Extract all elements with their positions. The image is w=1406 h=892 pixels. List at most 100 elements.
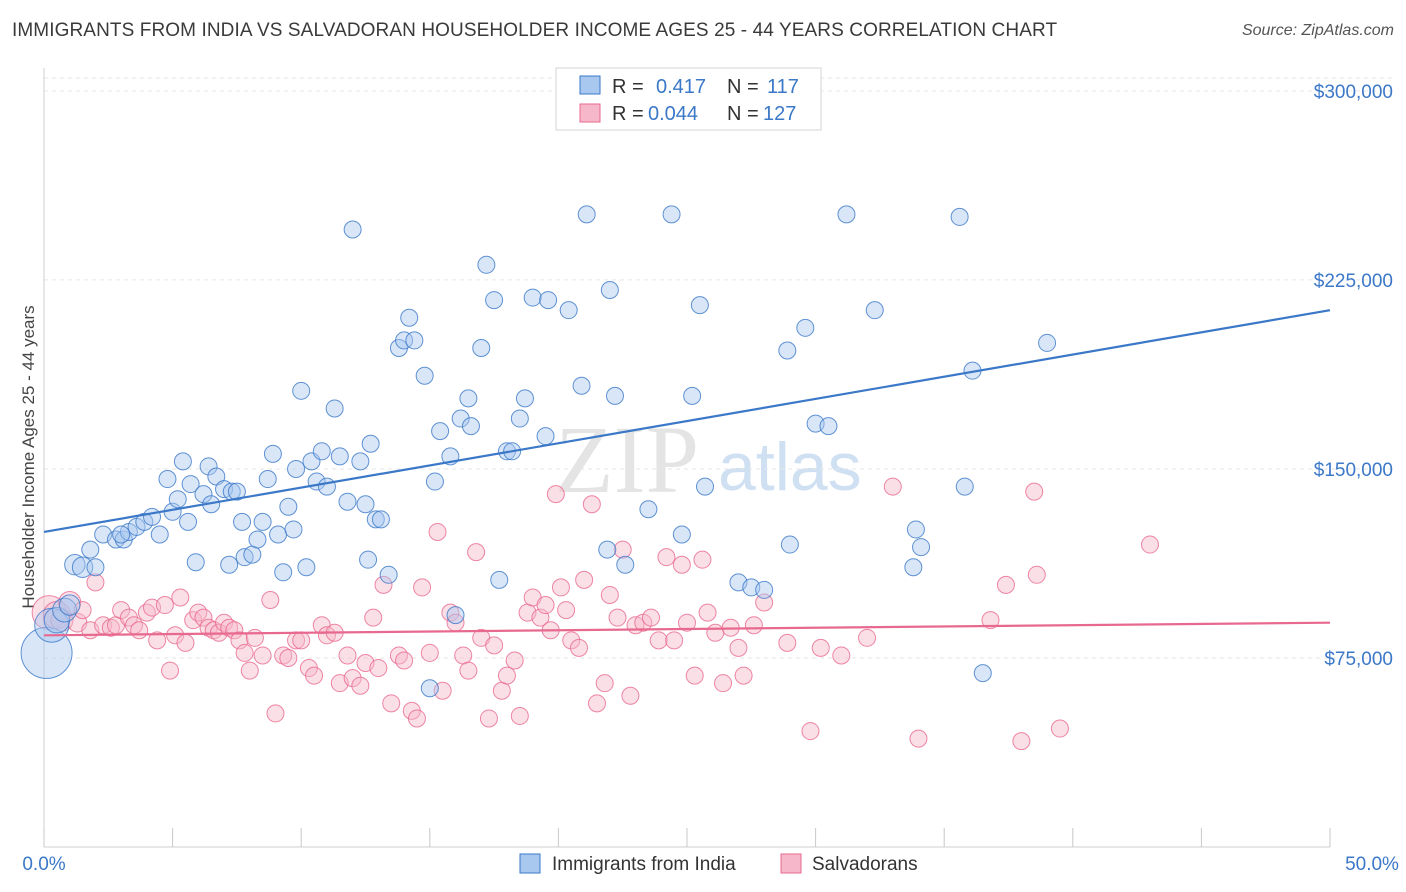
point-india (639, 500, 658, 519)
legend-r-label-1: R = (612, 76, 644, 98)
point-india (672, 525, 691, 544)
legend-n-value-2: 127 (763, 103, 796, 125)
point-salvadorans (279, 648, 298, 667)
point-salvadorans (492, 681, 511, 700)
legend-n-value-1: 117 (767, 76, 799, 98)
point-india (405, 331, 424, 350)
point-india (312, 442, 331, 461)
point-india (755, 580, 774, 599)
point-salvadorans (171, 588, 190, 607)
point-salvadorans (395, 651, 414, 670)
point-india (510, 409, 529, 428)
point-salvadorans (266, 704, 285, 723)
legend-r-value-1: 0.417 (656, 76, 706, 98)
chart-title: IMMIGRANTS FROM INDIA VS SALVADORAN HOUS… (12, 20, 1058, 41)
point-salvadorans (253, 646, 272, 665)
point-india (258, 470, 277, 489)
point-india (366, 510, 385, 529)
point-salvadorans (811, 638, 830, 657)
point-india (199, 457, 218, 476)
source-credit: Source: ZipAtlas.com (1241, 22, 1394, 39)
point-salvadorans (497, 666, 516, 685)
point-salvadorans (714, 674, 733, 693)
point-india (955, 477, 974, 496)
point-india (81, 540, 100, 559)
point-salvadorans (382, 694, 401, 713)
point-salvadorans (343, 669, 362, 688)
x-ticks (43, 828, 1331, 847)
point-india (86, 558, 105, 577)
point-india (338, 492, 357, 511)
point-salvadorans (101, 618, 120, 637)
point-salvadorans (369, 659, 388, 678)
legend-r-label-2: R = (612, 103, 644, 125)
y-tick-label: $150,000 (1314, 460, 1393, 481)
point-salvadorans (734, 666, 753, 685)
point-salvadorans (441, 603, 460, 622)
point-salvadorans (420, 643, 439, 662)
point-india (317, 477, 336, 496)
trend-lines (43, 309, 1331, 637)
point-salvadorans (996, 575, 1015, 594)
point-salvadorans (130, 621, 149, 640)
series-immigrants-from-india (20, 205, 1057, 698)
legend-n-label-2: N = (727, 103, 759, 125)
point-india (371, 510, 390, 529)
point-india (490, 570, 509, 589)
point-india (59, 594, 81, 616)
point-salvadorans (557, 601, 576, 620)
point-salvadorans (657, 548, 676, 567)
point-salvadorans (909, 729, 928, 748)
point-salvadorans (215, 613, 234, 632)
point-salvadorans (407, 709, 426, 728)
point-india (325, 399, 344, 418)
point-india (973, 664, 992, 683)
point-salvadorans (1012, 732, 1031, 751)
point-india (400, 308, 419, 327)
point-india (43, 606, 71, 634)
point-india (431, 422, 450, 441)
point-salvadorans (161, 661, 180, 680)
point-salvadorans (778, 633, 797, 652)
point-salvadorans (575, 570, 594, 589)
point-salvadorans (428, 522, 447, 541)
point-india (662, 205, 681, 224)
point-salvadorans (176, 633, 195, 652)
point-india (220, 555, 239, 574)
point-salvadorans (459, 661, 478, 680)
point-india (461, 417, 480, 436)
point-india (194, 485, 213, 504)
point-india (71, 556, 94, 578)
watermark-atlas: atlas (718, 429, 862, 505)
legend-swatch-pink (579, 103, 601, 123)
point-india (287, 459, 306, 478)
point-salvadorans (546, 485, 565, 504)
point-salvadorans (189, 603, 208, 622)
point-salvadorans (155, 596, 174, 615)
point-india (52, 597, 77, 623)
point-india (459, 389, 478, 408)
point-india (64, 554, 86, 576)
point-india (683, 386, 702, 405)
point-india (451, 409, 470, 428)
point-salvadorans (479, 709, 498, 728)
point-india (292, 381, 311, 400)
y-tick-label: $225,000 (1314, 271, 1393, 292)
stats-legend: R = 0.417 N = 117 R = 0.044 N = 127 (555, 67, 822, 131)
point-salvadorans (621, 686, 640, 705)
x-tick-label-max: 50.0% (1345, 854, 1399, 875)
point-salvadorans (505, 651, 524, 670)
point-india (515, 389, 534, 408)
point-salvadorans (641, 608, 660, 627)
y-tick-label: $75,000 (1324, 649, 1393, 670)
point-salvadorans (292, 631, 311, 650)
point-salvadorans (374, 575, 393, 594)
point-salvadorans (801, 722, 820, 741)
point-india (616, 555, 635, 574)
point-salvadorans (693, 550, 712, 569)
point-salvadorans (649, 631, 668, 650)
point-india (477, 255, 496, 274)
point-india (269, 525, 288, 544)
point-salvadorans (562, 631, 581, 650)
point-india (158, 470, 177, 489)
